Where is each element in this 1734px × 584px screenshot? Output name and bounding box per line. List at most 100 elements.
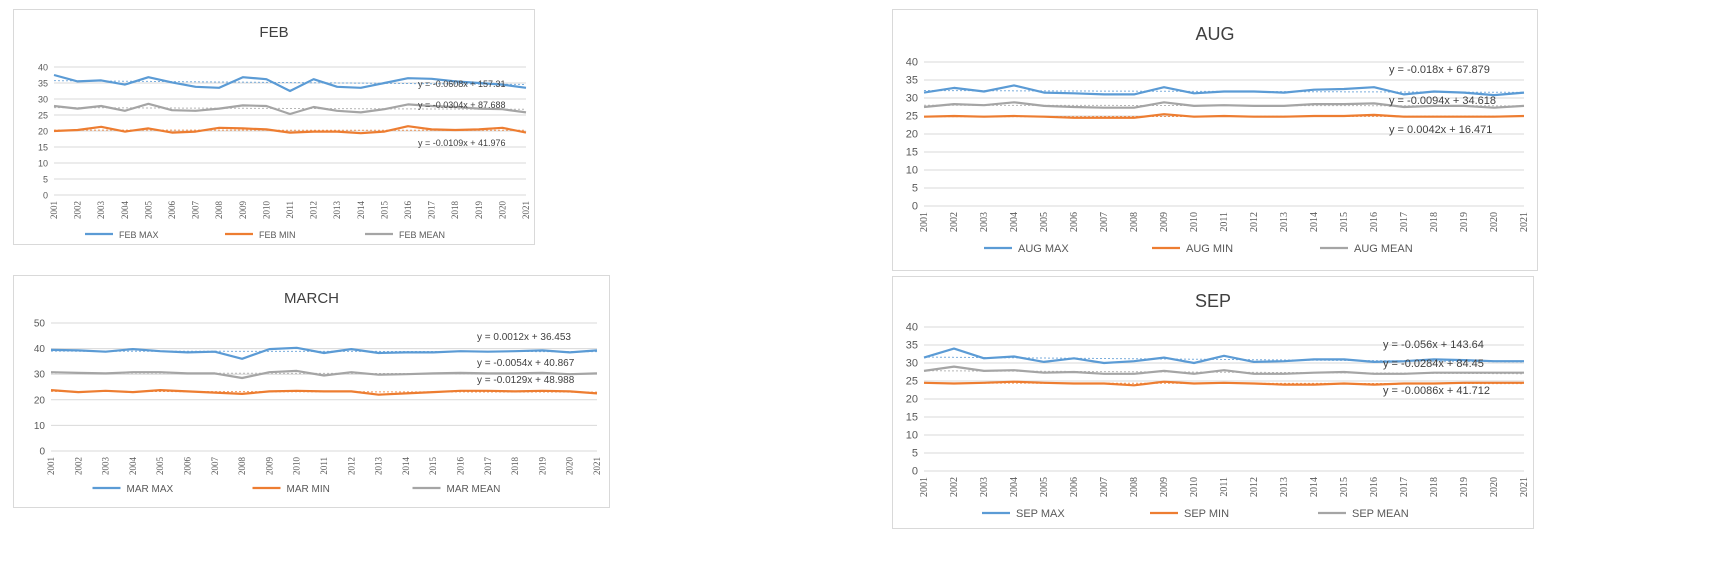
trendline-equation: y = -0.056x + 143.64 <box>1383 339 1484 351</box>
trendline <box>53 107 527 110</box>
y-tick-label: 25 <box>906 111 918 123</box>
x-tick-label: 2002 <box>73 457 83 475</box>
trendline-equation: y = -0.0129x + 48.988 <box>477 375 575 386</box>
chart-svg: 0 5 10 15 20 25 30 35 40 2001 2002 2003 2004 2005 2006… <box>906 322 1530 521</box>
x-tick-label: 2005 <box>155 457 165 476</box>
y-tick-label: 35 <box>38 79 48 89</box>
chart-title: AUG <box>1195 24 1235 44</box>
series-line <box>53 125 527 135</box>
trendline-equation: y = -0.018x + 67.879 <box>1389 64 1490 76</box>
x-tick-label: 2011 <box>1219 477 1230 497</box>
x-tick-label: 2014 <box>1309 212 1320 232</box>
x-tick-label: 2011 <box>285 201 295 219</box>
x-tick-label: 2014 <box>401 457 411 476</box>
x-tick-label: 2009 <box>1159 477 1170 497</box>
series-line <box>923 113 1525 119</box>
x-tick-label: 2017 <box>1399 212 1410 232</box>
y-tick-label: 35 <box>906 340 918 352</box>
x-tick-label: 2002 <box>949 477 960 497</box>
x-tick-label: 2014 <box>1309 477 1320 497</box>
x-tick-label: 2015 <box>1339 477 1350 497</box>
x-tick-label: 2020 <box>1489 477 1500 497</box>
y-tick-label: 0 <box>912 466 918 478</box>
trendline-equation: y = -0.0608x + 157.31 <box>418 79 506 89</box>
legend-label: FEB MIN <box>259 230 296 240</box>
x-tick-label: 2014 <box>356 201 366 220</box>
x-tick-label: 2005 <box>1039 212 1050 232</box>
x-tick-label: 2019 <box>1459 212 1470 232</box>
sep-chart-panel: 0 5 10 15 20 25 30 35 40 2001 2002 2003 2004 2005 2006… <box>892 276 1534 529</box>
x-tick-label: 2003 <box>101 457 111 476</box>
legend-label: FEB MAX <box>119 230 159 240</box>
y-tick-label: 15 <box>38 143 48 153</box>
x-tick-label: 2001 <box>919 477 930 497</box>
chart-svg: 0 5 10 15 20 25 30 35 40 2001 2002 2003 2004 2005 2006… <box>906 57 1530 256</box>
chart-title: SEP <box>1194 291 1232 311</box>
x-tick-label: 2013 <box>1279 477 1290 497</box>
x-tick-label: 2004 <box>1009 477 1020 497</box>
aug-chart-panel: 0 5 10 15 20 25 30 35 40 2001 2002 2003 2004 2005 2006… <box>892 9 1538 271</box>
y-tick-label: 20 <box>906 394 918 406</box>
x-tick-label: 2017 <box>427 201 437 220</box>
x-tick-label: 2021 <box>1519 477 1530 497</box>
y-tick-label: 10 <box>34 421 46 432</box>
x-tick-label: 2005 <box>1039 477 1050 497</box>
trendline-equation: y = -0.0284x + 84.45 <box>1383 358 1484 370</box>
legend-label: MAR MEAN <box>447 484 501 495</box>
y-tick-label: 5 <box>912 448 918 460</box>
x-tick-label: 2004 <box>1009 212 1020 232</box>
trendline-equation: y = 0.0042x + 16.471 <box>1389 124 1492 136</box>
series-line <box>50 388 598 396</box>
legend-label: SEP MEAN <box>1352 508 1409 520</box>
x-tick-label: 2016 <box>456 457 466 476</box>
trendline-equation: y = -0.0086x + 41.712 <box>1383 385 1490 397</box>
march-chart-panel: 0 10 20 30 40 50 2001 2002 2003 2004 2005 2006 2007 2… <box>13 275 610 508</box>
x-tick-label: 2003 <box>979 477 990 497</box>
legend-label: FEB MEAN <box>399 230 445 240</box>
x-tick-label: 2006 <box>1069 212 1080 232</box>
x-tick-label: 2021 <box>1519 212 1530 232</box>
legend-label: AUG MIN <box>1186 243 1233 255</box>
y-tick-label: 30 <box>906 358 918 370</box>
trendline-equation: y = -0.0094x + 34.618 <box>1389 95 1496 107</box>
x-tick-label: 2009 <box>264 457 274 476</box>
legend-label: SEP MIN <box>1184 508 1229 520</box>
x-tick-label: 2012 <box>309 201 319 219</box>
y-tick-label: 40 <box>34 344 46 355</box>
x-tick-label: 2010 <box>1189 212 1200 232</box>
y-tick-label: 10 <box>906 165 918 177</box>
x-tick-label: 2002 <box>73 201 83 219</box>
y-tick-label: 10 <box>906 430 918 442</box>
x-tick-label: 2017 <box>483 457 493 476</box>
y-tick-label: 15 <box>906 412 918 424</box>
y-tick-label: 0 <box>43 191 48 201</box>
legend-label: AUG MEAN <box>1354 243 1413 255</box>
series-line <box>923 380 1524 387</box>
x-tick-label: 2016 <box>1369 212 1380 232</box>
series-line <box>923 84 1525 97</box>
legend-label: MAR MIN <box>287 484 330 495</box>
x-tick-label: 2003 <box>979 212 990 232</box>
series-line <box>923 365 1524 375</box>
x-tick-label: 2006 <box>167 201 177 220</box>
x-tick-label: 2009 <box>1159 212 1170 232</box>
x-tick-label: 2018 <box>510 456 520 475</box>
y-tick-label: 30 <box>38 95 48 105</box>
y-tick-label: 50 <box>34 319 46 330</box>
x-tick-label: 2010 <box>292 457 302 476</box>
series-line <box>53 73 527 93</box>
trendline-equation: y = -0.0054x + 40.867 <box>477 358 575 369</box>
y-tick-label: 35 <box>906 75 918 87</box>
y-tick-label: 5 <box>43 175 48 185</box>
x-tick-label: 2013 <box>1279 212 1290 232</box>
series-line <box>53 102 527 116</box>
x-tick-label: 2021 <box>521 201 531 219</box>
x-tick-label: 2008 <box>237 457 247 476</box>
x-tick-label: 2011 <box>1219 212 1230 232</box>
x-tick-label: 2020 <box>1489 212 1500 232</box>
x-tick-label: 2012 <box>1249 212 1260 232</box>
trendline <box>53 80 527 85</box>
x-tick-label: 2008 <box>1129 212 1140 232</box>
y-tick-label: 25 <box>38 111 48 121</box>
series-line <box>923 101 1525 109</box>
